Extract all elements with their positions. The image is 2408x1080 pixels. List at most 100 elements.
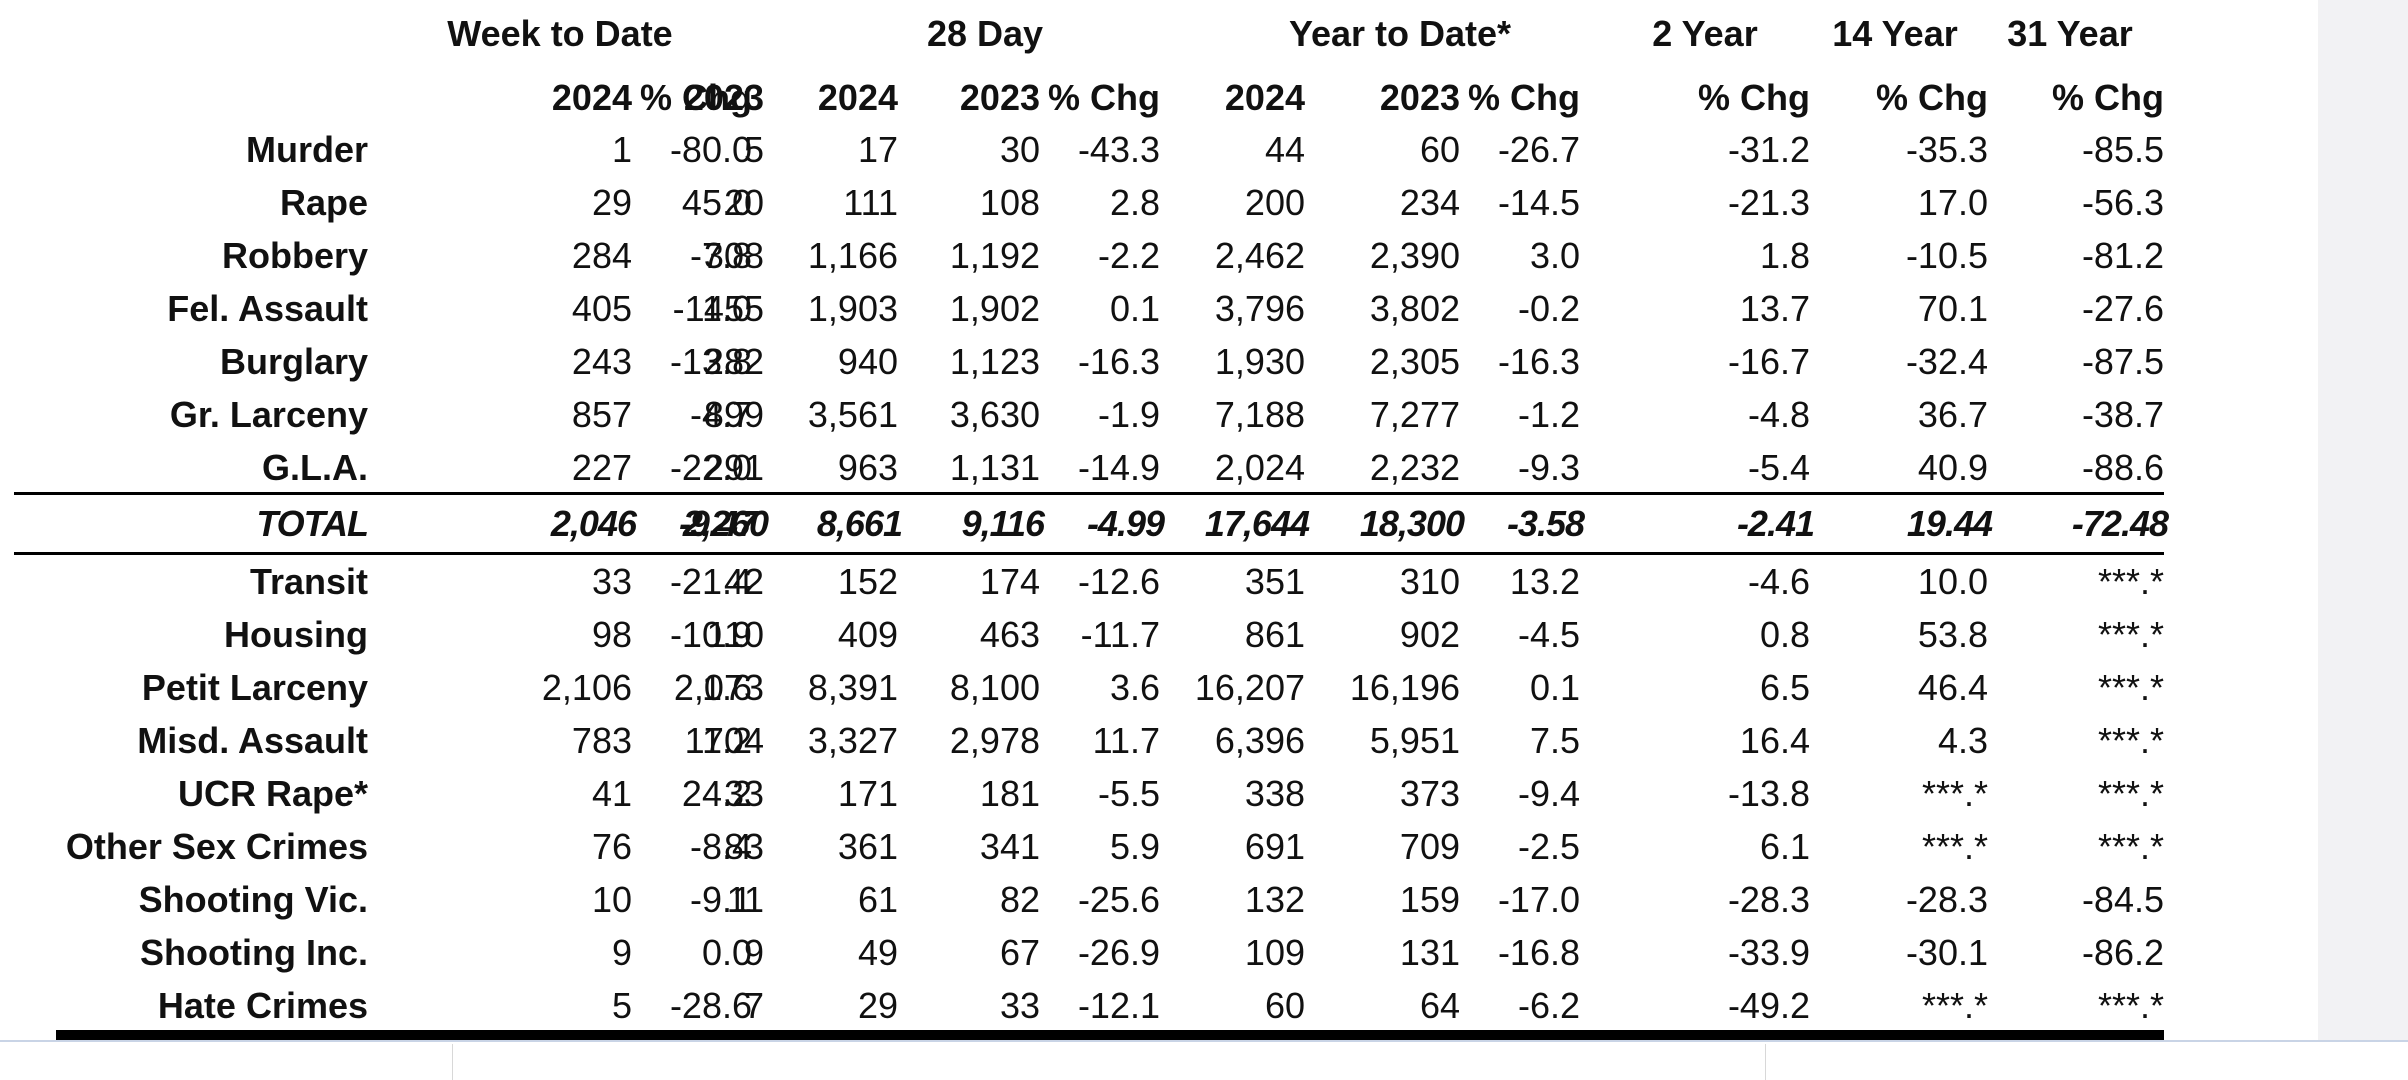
table-cell: -4.6 [1747, 561, 1810, 602]
table-cell: 13.2 [1509, 561, 1580, 602]
table-cell: -28.6 [669, 985, 752, 1026]
table-cell: -84.5 [2081, 879, 2164, 920]
row-label: Rape [279, 182, 368, 223]
table-bottom-rule [56, 1030, 2164, 1040]
table-cell: 61 [857, 879, 898, 920]
total-bottom-rule [14, 552, 2164, 555]
column-subheader: 2023 [959, 77, 1040, 118]
table-cell: 159 [1399, 879, 1460, 920]
total-cell: -4.99 [1086, 503, 1165, 544]
table-cell: 64 [1419, 985, 1460, 1026]
column-subheader: % Chg [2052, 77, 2164, 118]
table-cell: ***.* [2097, 720, 2164, 761]
row-label: Hate Crimes [157, 985, 368, 1026]
table-cell: -12.6 [1077, 561, 1160, 602]
row-label: Robbery [221, 235, 368, 276]
column-group-header: Year to Date* [1288, 13, 1512, 54]
table-cell: -16.3 [1497, 341, 1580, 382]
total-cell: -2.41 [1736, 503, 1815, 544]
table-cell: -8.4 [689, 826, 752, 867]
table-cell: -32.4 [1905, 341, 1988, 382]
table-cell: 1.8 [1759, 235, 1810, 276]
document-page: Week to Date 28 Day Year to Date* 2 Year 14 … [14, 13, 2169, 1040]
table-cell: 1,930 [1214, 341, 1305, 382]
row-label: Petit Larceny [141, 667, 368, 708]
table-cell: 11.2 [684, 720, 752, 761]
table-cell: 7,277 [1369, 394, 1460, 435]
table-cell: 1,192 [949, 235, 1040, 276]
column-subheader: % Chg [1876, 77, 1988, 118]
table-cell: -6.2 [1517, 985, 1580, 1026]
table-cell: 2,232 [1369, 447, 1460, 488]
row-label: Misd. Assault [137, 720, 368, 761]
table-cell: -9.1 [689, 879, 752, 920]
table-cell: 8,391 [807, 667, 898, 708]
column-group-header: 28 Day [926, 13, 1044, 54]
table-cell: 5 [611, 985, 632, 1026]
table-cell: -7.8 [689, 235, 752, 276]
table-cell: 174 [979, 561, 1040, 602]
table-cell: -11.0 [672, 288, 752, 329]
total-cell: -9.47 [678, 503, 757, 544]
table-cell: -1.2 [1517, 394, 1580, 435]
table-cell: 108 [979, 182, 1040, 223]
table-cell: 455 [703, 288, 764, 329]
table-cell: 3,561 [807, 394, 898, 435]
total-cell: -72.48 [2071, 503, 2169, 544]
total-cell: 9,116 [961, 503, 1045, 544]
table-cell: 41 [591, 773, 632, 814]
column-subheader: 2024 [551, 77, 632, 118]
table-cell: 46.4 [1917, 667, 1988, 708]
table-cell: 82 [999, 879, 1040, 920]
table-cell: 899 [703, 394, 764, 435]
column-subheader: % Chg [1698, 77, 1810, 118]
table-cell: 8,100 [949, 667, 1040, 708]
table-cell: 110 [706, 614, 764, 655]
row-label: Fel. Assault [167, 288, 368, 329]
table-cell: 3.0 [1529, 235, 1580, 276]
table-cell: 3.6 [1109, 667, 1160, 708]
table-cell: -49.2 [1727, 985, 1810, 1026]
table-cell: -4.7 [689, 394, 752, 435]
table-cell: -10.5 [1905, 235, 1988, 276]
table-cell: -80.0 [669, 129, 752, 170]
table-cell: 11.7 [1092, 720, 1160, 761]
column-group-header: Week to Date [447, 13, 673, 54]
table-cell: 2,305 [1369, 341, 1460, 382]
table-cell: 67 [999, 932, 1040, 973]
table-cell: -16.8 [1497, 932, 1580, 973]
table-cell: 1,123 [949, 341, 1040, 382]
table-cell: 132 [1244, 879, 1305, 920]
table-cell: -9.3 [1517, 447, 1580, 488]
row-label: Transit [249, 561, 368, 602]
table-cell: -33.9 [1727, 932, 1810, 973]
table-cell: -5.4 [1747, 447, 1810, 488]
table-cell: 2.8 [1109, 182, 1160, 223]
column-subheader: % Chg [1048, 77, 1160, 118]
table-cell: 40.9 [1917, 447, 1988, 488]
table-cell: 111 [843, 182, 898, 223]
table-cell: -88.6 [2081, 447, 2164, 488]
table-cell: 6.5 [1759, 667, 1810, 708]
row-label: Shooting Vic. [138, 879, 368, 920]
table-cell: 0.8 [1759, 614, 1810, 655]
scrollbar-gutter[interactable] [2318, 0, 2408, 1080]
table-cell: 857 [571, 394, 632, 435]
table-cell: -30.1 [1905, 932, 1988, 973]
table-cell: 152 [837, 561, 898, 602]
table-cell: ***.* [2097, 667, 2164, 708]
row-label: Gr. Larceny [169, 394, 368, 435]
table-cell: 0.1 [1529, 667, 1580, 708]
table-cell: -2.2 [1097, 235, 1160, 276]
table-cell: -16.7 [1727, 341, 1810, 382]
table-cell: -81.2 [2081, 235, 2164, 276]
table-cell: -86.2 [2081, 932, 2164, 973]
table-cell: -27.6 [2081, 288, 2164, 329]
row-label: Shooting Inc. [140, 932, 368, 973]
total-cell: 19.44 [1906, 503, 1993, 544]
table-cell: 2,024 [1214, 447, 1305, 488]
table-cell: 24.2 [681, 773, 752, 814]
total-cell: 18,300 [1359, 503, 1465, 544]
table-cell: 902 [1399, 614, 1460, 655]
table-cell: 4.3 [1937, 720, 1988, 761]
